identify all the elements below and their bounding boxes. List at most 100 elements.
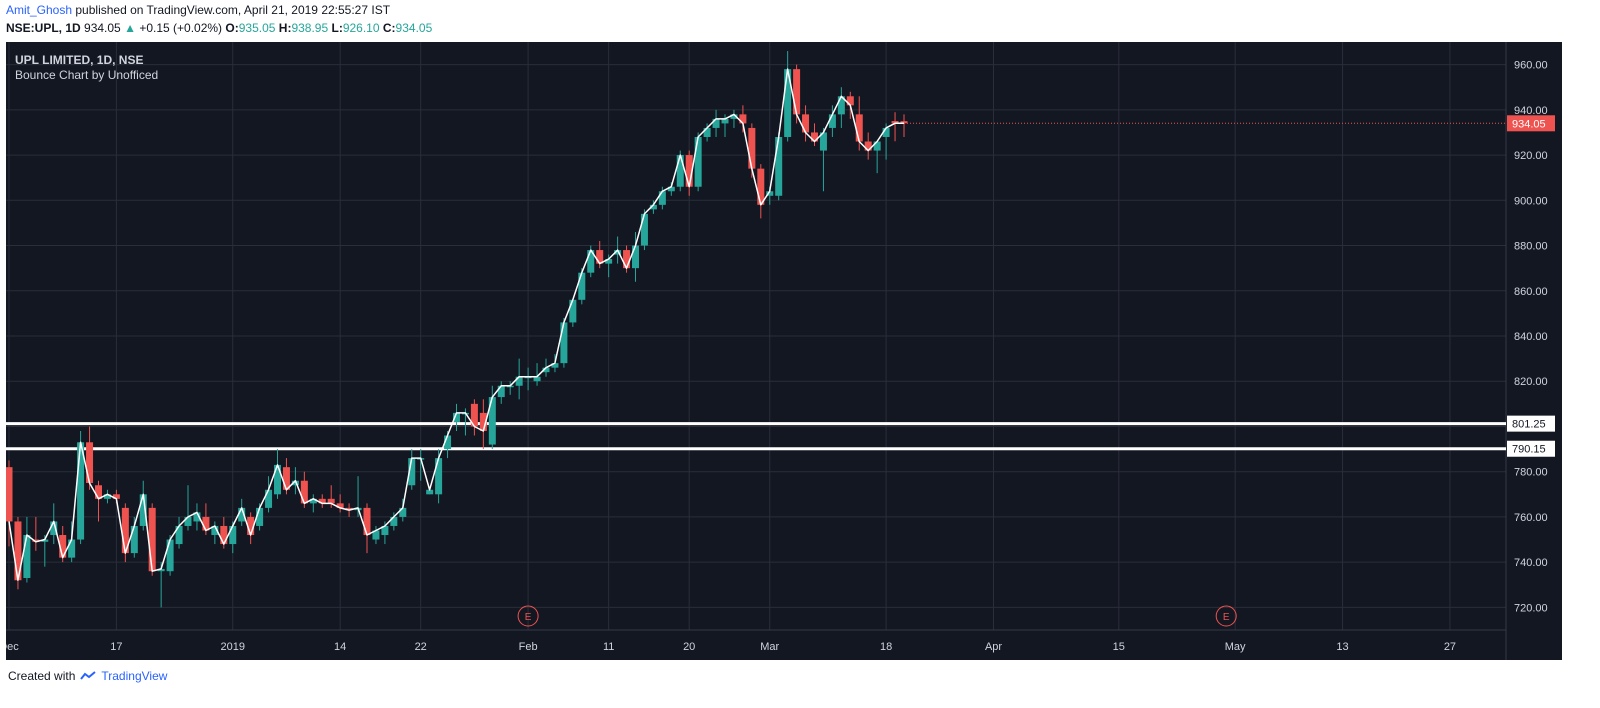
candle-body <box>819 132 827 151</box>
candle-body <box>623 250 631 269</box>
candle-body <box>784 69 792 137</box>
last-price-box <box>1507 115 1555 132</box>
candle-body <box>77 442 85 540</box>
x-tick-label: Feb <box>519 641 538 653</box>
low-label: L: <box>331 21 343 35</box>
candle-body <box>703 127 711 137</box>
candle-body <box>560 322 568 364</box>
candle-body <box>390 516 398 526</box>
last-price-text: 934.05 <box>84 21 121 35</box>
earnings-label: E <box>1223 612 1230 623</box>
created-with-text: Created with <box>8 669 76 683</box>
candle-body <box>41 539 49 542</box>
x-tick-label: Apr <box>985 641 1002 653</box>
candle-body <box>256 507 264 526</box>
candle-body <box>59 535 67 558</box>
candle-body <box>748 127 756 169</box>
candle-body <box>95 485 102 499</box>
candle-body <box>676 155 684 187</box>
candle-body <box>103 494 111 499</box>
chart-svg[interactable]: 720.00740.00760.00780.00800.00820.00840.… <box>6 42 1562 660</box>
candle-body <box>542 367 550 373</box>
high-value: 938.95 <box>291 21 329 35</box>
published-text: published on TradingView.com, April 21, … <box>75 3 391 17</box>
earnings-marker <box>1215 605 1237 627</box>
candle-body <box>685 155 693 187</box>
candle-body <box>891 121 899 124</box>
candle-body <box>426 489 434 495</box>
candle-body <box>533 376 541 382</box>
candle-body <box>596 250 604 264</box>
candle-body <box>649 204 657 210</box>
candle-body <box>112 494 120 499</box>
x-tick-label: 27 <box>1444 641 1456 653</box>
level-label: 801.25 <box>1512 419 1546 431</box>
author-link[interactable]: Amit_Ghosh <box>6 3 73 17</box>
x-tick-label: 22 <box>415 641 427 653</box>
open-value: 935.05 <box>238 21 276 35</box>
candle-body <box>318 498 326 504</box>
candle-body <box>202 516 210 531</box>
candle-body <box>712 118 720 128</box>
candle-body <box>864 141 872 151</box>
candle-body <box>336 503 344 508</box>
x-tick-label: Dec <box>6 641 19 653</box>
candle-body <box>837 96 845 115</box>
candle-body <box>470 403 478 427</box>
candle-body <box>766 191 774 196</box>
candle-body <box>721 118 729 124</box>
candle-body <box>408 458 416 486</box>
up-arrow-icon: ▲ <box>124 21 136 35</box>
y-tick-label: 860.00 <box>1514 286 1548 298</box>
ohlc-legend: NSE:UPL, 1D 934.05 ▲ +0.15 (+0.02%) O:93… <box>6 21 432 35</box>
candle-body <box>372 530 380 540</box>
candle-body <box>802 114 810 133</box>
candle-body <box>587 250 595 273</box>
candle-body <box>121 507 129 554</box>
y-tick-label: 900.00 <box>1514 195 1548 207</box>
candle-body <box>238 507 246 522</box>
y-tick-label: 820.00 <box>1514 376 1548 388</box>
open-label: O: <box>225 21 239 35</box>
candle-body <box>900 121 908 124</box>
candle-body <box>193 512 201 522</box>
x-tick-label: 11 <box>603 641 614 653</box>
chart-pane[interactable]: 720.00740.00760.00780.00800.00820.00840.… <box>6 42 1562 660</box>
x-tick-label: 20 <box>683 641 695 653</box>
tradingview-brand[interactable]: TradingView <box>101 669 168 683</box>
candle-body <box>694 136 702 187</box>
level-label-box <box>1507 415 1555 432</box>
candle-body <box>632 245 639 269</box>
y-tick-label: 760.00 <box>1514 512 1548 524</box>
candle-body <box>488 397 496 445</box>
candle-body <box>793 69 801 115</box>
level-label: 790.15 <box>1512 444 1546 456</box>
change-text: +0.15 (+0.02%) <box>139 21 223 35</box>
candle-body <box>739 114 747 124</box>
candle-body <box>551 363 559 368</box>
candle-body <box>282 467 290 490</box>
candle-body <box>667 186 675 192</box>
candle-body <box>614 250 622 255</box>
y-tick-label: 840.00 <box>1514 331 1548 343</box>
candle-body <box>775 136 783 196</box>
y-tick-label: 940.00 <box>1514 105 1548 117</box>
candle-body <box>184 516 192 526</box>
candle-body <box>309 498 317 504</box>
candle-body <box>6 467 13 522</box>
candle-body <box>828 114 836 128</box>
candle-body <box>86 442 94 483</box>
candle-body <box>497 385 505 398</box>
earnings-marker <box>517 605 539 627</box>
y-tick-label: 740.00 <box>1514 557 1548 569</box>
candle-body <box>23 535 31 578</box>
candle-body <box>658 191 666 205</box>
chart-subtitle: Bounce Chart by Unofficed <box>15 68 159 82</box>
candle-body <box>130 525 138 554</box>
x-tick-label: 17 <box>110 641 122 653</box>
close-value: 934.05 <box>395 21 433 35</box>
y-tick-label: 960.00 <box>1514 60 1548 72</box>
candle-body <box>435 458 443 495</box>
candle-body <box>846 96 854 106</box>
level-label-box <box>1507 440 1555 457</box>
